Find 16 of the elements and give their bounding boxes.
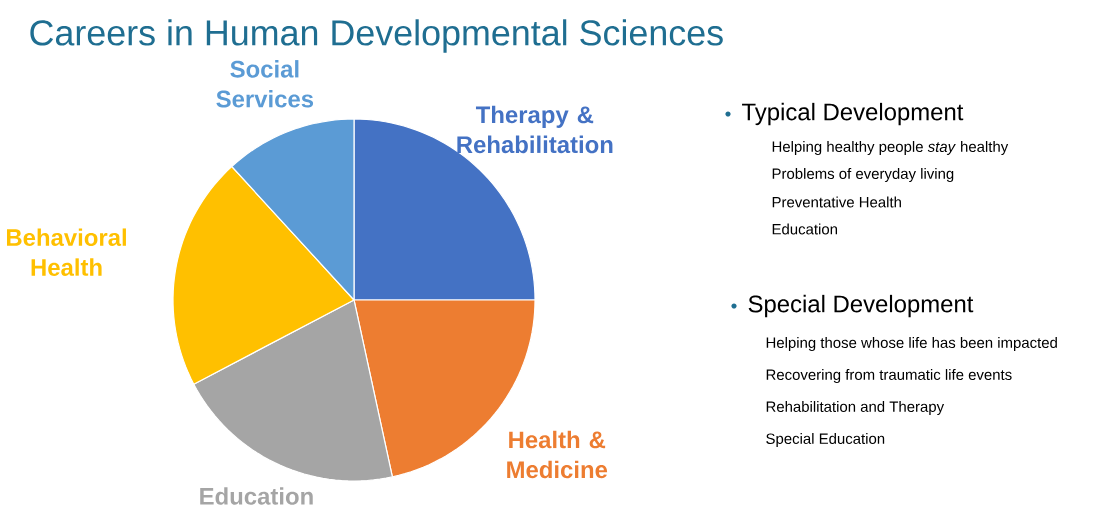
- text: Helping those whose life has been impacted: [766, 337, 1057, 351]
- text: Problems of everyday living: [772, 168, 954, 182]
- text: Preventative Health: [772, 196, 901, 208]
- text: Special Development: [748, 294, 974, 318]
- chart-title: Careers in Human Developmental Sciences: [30, 19, 723, 53]
- text: Helping healthy people stay healthy: [772, 141, 1009, 155]
- slice-label: Therapy & Rehabilitation: [457, 105, 613, 154]
- slice-label: Behavioral Health: [6, 228, 126, 276]
- text: Typical Development: [742, 102, 964, 126]
- slice-label: Education: [200, 487, 313, 505]
- text: Rehabilitation and Therapy: [766, 401, 945, 415]
- text: Special Education: [766, 433, 885, 447]
- text: Education: [772, 223, 838, 235]
- slice-label: Social Services: [216, 60, 314, 108]
- text: Recovering from traumatic life events: [766, 369, 1012, 383]
- slice-label: Health & Medicine: [507, 430, 608, 479]
